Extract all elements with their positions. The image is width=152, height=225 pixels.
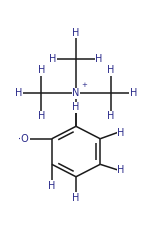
Text: H: H bbox=[107, 65, 114, 75]
Text: H: H bbox=[95, 54, 103, 64]
Text: H: H bbox=[117, 128, 125, 137]
Text: H: H bbox=[72, 193, 80, 203]
Text: H: H bbox=[107, 111, 114, 121]
Text: H: H bbox=[49, 54, 57, 64]
Text: +: + bbox=[81, 82, 87, 88]
Text: H: H bbox=[130, 88, 137, 98]
Text: H: H bbox=[72, 28, 80, 38]
Text: H: H bbox=[38, 65, 45, 75]
Text: H: H bbox=[72, 103, 80, 112]
Text: ⋅O: ⋅O bbox=[18, 134, 28, 144]
Text: H: H bbox=[48, 181, 55, 191]
Text: N: N bbox=[72, 88, 80, 98]
Text: H: H bbox=[117, 165, 125, 175]
Text: H: H bbox=[15, 88, 22, 98]
Text: H: H bbox=[38, 111, 45, 121]
